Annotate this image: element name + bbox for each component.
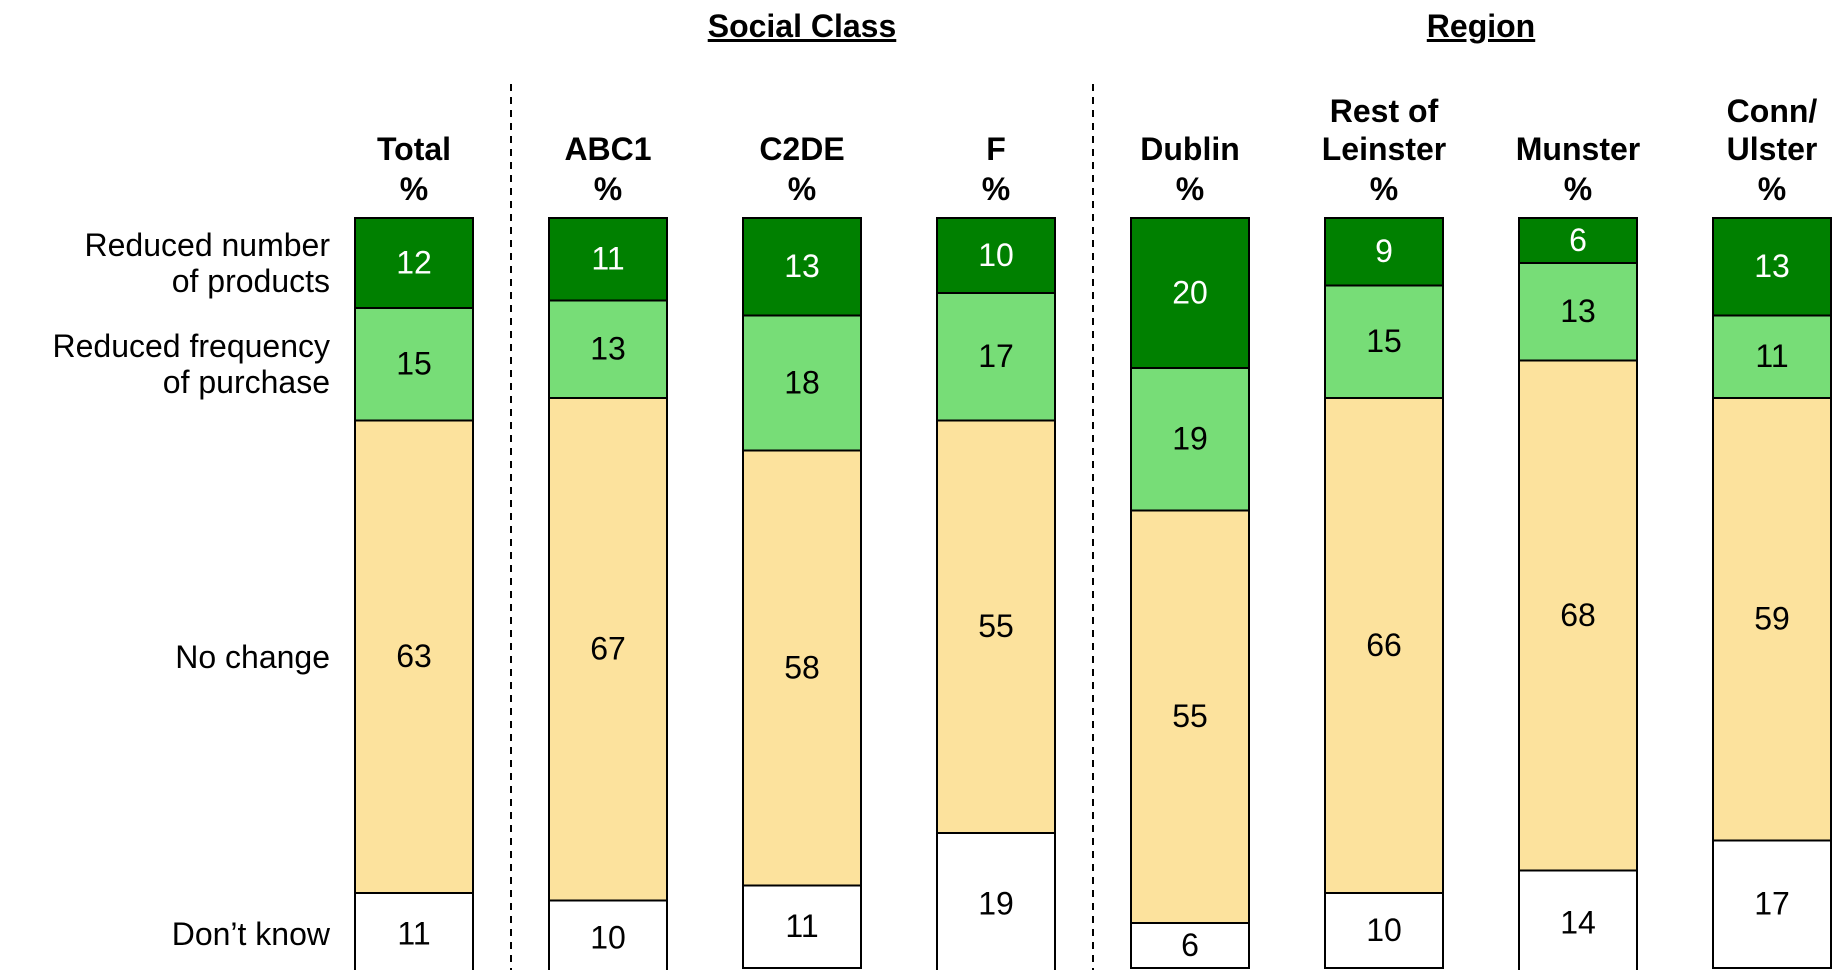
bar-segment (1518, 869, 1638, 970)
value-label: 12 (396, 244, 432, 280)
bar-segment (548, 397, 668, 902)
bar-segment (1130, 217, 1250, 369)
value-label: 15 (396, 346, 432, 382)
column-header: Conn/ Ulster (1726, 93, 1818, 167)
column-header: Total (376, 131, 452, 167)
value-label: 11 (397, 916, 430, 952)
value-label: 18 (784, 364, 820, 400)
value-label: 15 (1366, 323, 1402, 359)
unit-label: % (1369, 171, 1399, 207)
bar-segment (548, 217, 668, 302)
unit-label: % (981, 171, 1011, 207)
bar-segment (1712, 397, 1832, 842)
bar-segment (354, 892, 474, 970)
bar-segment (742, 449, 862, 887)
bar-segment (1324, 217, 1444, 287)
legend-label: Reduced frequency of purchase (52, 328, 330, 401)
value-label: 59 (1754, 601, 1790, 637)
unit-label: % (1563, 171, 1593, 207)
bar-segment (1518, 359, 1638, 872)
value-label: 55 (1172, 698, 1208, 734)
value-label: 17 (978, 338, 1014, 374)
value-label: 13 (1560, 293, 1596, 329)
bar-segment (936, 419, 1056, 834)
bar-segment (1712, 314, 1832, 399)
value-label: 13 (784, 248, 820, 284)
bar-segment (1130, 922, 1250, 969)
value-label: 67 (590, 631, 626, 667)
bar-segment (354, 419, 474, 894)
value-label: 20 (1172, 274, 1208, 310)
value-label: 11 (591, 241, 624, 277)
legend-label: Reduced number of products (84, 227, 330, 299)
bar-segment (354, 307, 474, 422)
column-header: Rest of Leinster (1321, 93, 1447, 167)
unit-label: % (593, 171, 623, 207)
value-label: 14 (1560, 904, 1596, 940)
group-title: Social Class (707, 8, 897, 44)
value-label: 58 (784, 649, 820, 685)
value-label: 63 (396, 638, 432, 674)
value-label: 10 (978, 237, 1014, 273)
value-label: 19 (978, 886, 1014, 922)
bar-segment (742, 314, 862, 452)
bar-segment (1324, 892, 1444, 969)
bar-segment (1712, 839, 1832, 969)
value-label: 6 (1569, 222, 1587, 258)
bar-segment (936, 217, 1056, 294)
legend-label: Don’t know (171, 916, 330, 953)
unit-label: % (1757, 171, 1787, 207)
value-label: 6 (1181, 927, 1199, 963)
bar-segment (742, 884, 862, 969)
value-label: 13 (590, 331, 626, 367)
column-header: Dublin (1140, 131, 1240, 167)
bar-segment (1324, 284, 1444, 399)
value-label: 11 (1755, 338, 1788, 374)
legend-label: No change (175, 638, 330, 675)
value-label: 13 (1754, 248, 1790, 284)
unit-label: % (399, 171, 429, 207)
column-header: ABC1 (564, 131, 652, 167)
bar-segment (1712, 217, 1832, 317)
bar-segment (1518, 262, 1638, 362)
value-label: 66 (1366, 627, 1402, 663)
column-header: C2DE (759, 131, 845, 167)
value-label: 19 (1172, 421, 1208, 457)
value-label: 17 (1754, 886, 1790, 922)
value-label: 55 (978, 608, 1014, 644)
value-label: 11 (785, 908, 818, 944)
unit-label: % (787, 171, 817, 207)
unit-label: % (1175, 171, 1205, 207)
column-header: F (986, 131, 1006, 167)
bar-segment (936, 832, 1056, 970)
bar-segment (548, 299, 668, 399)
column-header: Munster (1515, 131, 1641, 167)
value-label: 10 (1366, 912, 1402, 948)
value-label: 9 (1375, 233, 1393, 269)
value-label: 68 (1560, 597, 1596, 633)
bar-segment (742, 217, 862, 317)
bar-segment (1130, 509, 1250, 924)
value-label: 10 (590, 919, 626, 955)
group-title: Region (1426, 8, 1536, 44)
bar-segment (936, 292, 1056, 422)
bar-segment (548, 899, 668, 970)
